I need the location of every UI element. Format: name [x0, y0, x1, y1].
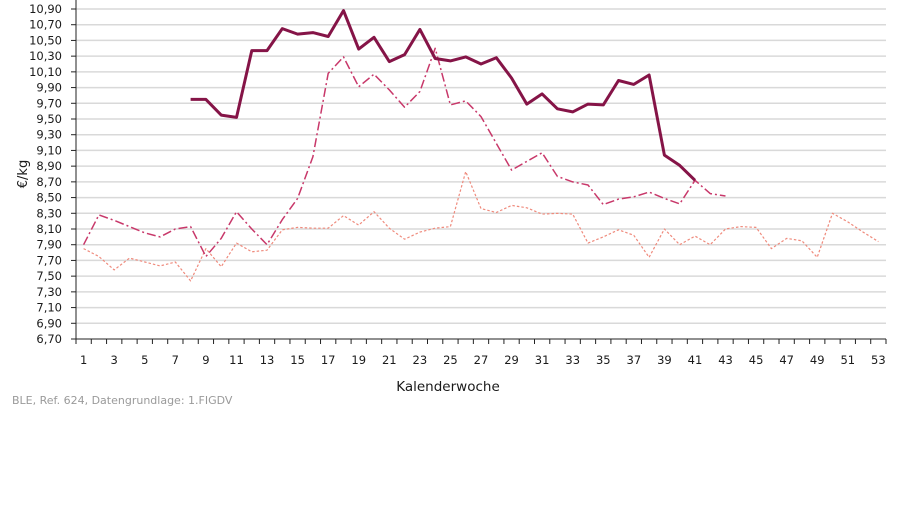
y-axis-ticks: 6,70 6,907,10 7,30 7,50 7,707,90 8,10 8,308,50… [29, 2, 76, 346]
x-tick-label: 17 [321, 353, 336, 367]
y-tick-label: 8,90 [36, 159, 62, 173]
y-tick-label: 9,30 [36, 128, 62, 142]
source-note: BLE, Ref. 624, Datengrundlage: 1.FIGDV [12, 394, 233, 407]
y-tick-label: 9,50 [36, 112, 62, 126]
series-line-dotted [83, 171, 879, 282]
x-axis-ticks: 1 3 5 7 9 11 13 15 17 19 21 23 25 27 29 31 33 35 37 39 41 43 4… [75, 339, 887, 367]
grid-lines [76, 8, 886, 325]
x-tick-label: 35 [596, 353, 611, 367]
x-tick-label: 1 [80, 353, 87, 367]
y-tick-label: 8,70 [36, 175, 62, 189]
x-tick-label: 5 [141, 353, 148, 367]
x-tick-label: 47 [779, 353, 794, 367]
series-line-solid [190, 9, 697, 182]
y-tick-label: 10,90 [29, 2, 62, 16]
x-tick-label: 25 [443, 353, 458, 367]
y-tick-label: 9,90 [36, 81, 62, 95]
x-tick-label: 51 [840, 353, 855, 367]
y-tick-label: 8,50 [36, 191, 62, 205]
series-group [82, 9, 879, 282]
x-tick-label: 3 [111, 353, 118, 367]
y-tick-label: 10,10 [29, 65, 62, 79]
y-tick-label: 7,70 [36, 253, 62, 267]
y-tick-label: 10,70 [29, 18, 62, 32]
x-tick-label: 53 [871, 353, 886, 367]
y-tick-label: 7,30 [36, 285, 62, 299]
x-tick-label: 19 [351, 353, 366, 367]
x-tick-label: 15 [290, 353, 305, 367]
x-tick-label: 11 [229, 353, 244, 367]
y-tick-label: 8,10 [36, 222, 62, 236]
x-axis-title: Kalenderwoche [396, 379, 500, 395]
y-tick-label: 7,10 [36, 301, 62, 315]
x-tick-label: 45 [749, 353, 764, 367]
y-tick-label: 10,30 [29, 49, 62, 63]
x-tick-label: 37 [627, 353, 642, 367]
x-tick-label: 7 [172, 353, 179, 367]
y-tick-label: 7,50 [36, 269, 62, 283]
x-tick-label: 9 [202, 353, 209, 367]
x-tick-label: 13 [260, 353, 275, 367]
y-tick-label: 9,10 [36, 143, 62, 157]
x-tick-label: 43 [718, 353, 733, 367]
x-tick-label: 41 [688, 353, 703, 367]
x-tick-label: 23 [413, 353, 428, 367]
y-tick-label: 6,90 [36, 316, 62, 330]
y-tick-label: 10,50 [29, 33, 62, 47]
y-axis-title: €/kg [16, 160, 31, 188]
x-tick-label: 33 [565, 353, 580, 367]
y-tick-label: 6,70 [36, 332, 62, 346]
y-tick-label: 9,70 [36, 96, 62, 110]
x-tick-label: 49 [810, 353, 825, 367]
x-tick-label: 39 [657, 353, 672, 367]
y-tick-label: 8,30 [36, 206, 62, 220]
x-tick-label: 31 [535, 353, 550, 367]
x-tick-label: 27 [474, 353, 489, 367]
x-tick-label: 21 [382, 353, 397, 367]
y-tick-label: 7,90 [36, 238, 62, 252]
series-line-dashdot [82, 47, 726, 258]
x-tick-label: 29 [504, 353, 519, 367]
